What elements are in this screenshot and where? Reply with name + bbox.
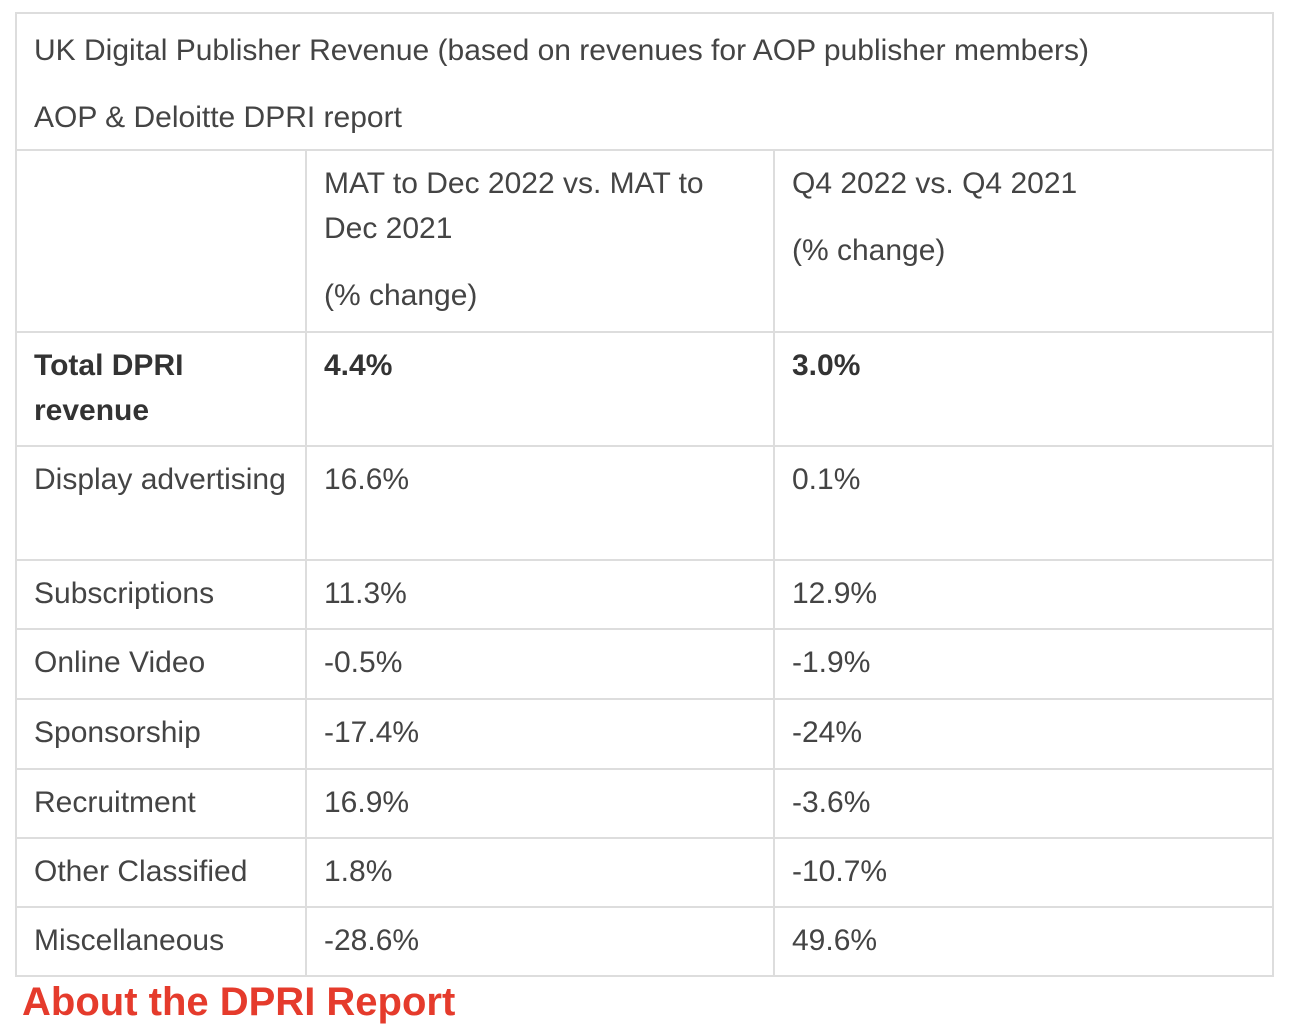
row-label: Display advertising bbox=[15, 445, 307, 561]
table-row: Miscellaneous -28.6% 49.6% bbox=[15, 906, 1275, 977]
row-q4-value: 12.9% bbox=[772, 559, 1275, 630]
row-mat-value: 4.4% bbox=[305, 331, 775, 447]
row-mat-value: 11.3% bbox=[305, 559, 775, 630]
table-source: AOP & Deloitte DPRI report bbox=[34, 101, 402, 134]
row-q4-value: -10.7% bbox=[772, 837, 1275, 908]
row-q4-value: 0.1% bbox=[772, 445, 1275, 561]
header-mat-label: MAT to Dec 2022 vs. MAT to Dec 2021 bbox=[324, 167, 704, 245]
header-mat-note: (% change) bbox=[324, 279, 478, 312]
about-dpri-heading-link[interactable]: About the DPRI Report bbox=[22, 980, 456, 1024]
table-title: UK Digital Publisher Revenue (based on r… bbox=[34, 34, 1089, 67]
table-row: Other Classified 1.8% -10.7% bbox=[15, 837, 1275, 908]
revenue-table-container: UK Digital Publisher Revenue (based on r… bbox=[14, 12, 1275, 977]
header-cell-mat: MAT to Dec 2022 vs. MAT to Dec 2021 (% c… bbox=[305, 149, 775, 333]
row-mat-value: 16.9% bbox=[305, 768, 775, 839]
header-empty-cell bbox=[15, 149, 307, 333]
row-q4-value: -24% bbox=[772, 698, 1275, 770]
row-mat-value: -28.6% bbox=[305, 906, 775, 977]
row-q4-value: -1.9% bbox=[772, 628, 1275, 700]
row-q4-value: 49.6% bbox=[772, 906, 1275, 977]
table-row: Sponsorship -17.4% -24% bbox=[15, 698, 1275, 770]
header-q4-note: (% change) bbox=[792, 234, 946, 267]
row-label: Other Classified bbox=[15, 837, 307, 908]
table-row: Online Video -0.5% -1.9% bbox=[15, 628, 1275, 700]
row-label: Sponsorship bbox=[15, 698, 307, 770]
row-mat-value: -0.5% bbox=[305, 628, 775, 700]
table-row: Subscriptions 11.3% 12.9% bbox=[15, 559, 1275, 630]
table-row: Total DPRI revenue 4.4% 3.0% bbox=[15, 331, 1275, 447]
row-mat-value: 1.8% bbox=[305, 837, 775, 908]
table-row: Recruitment 16.9% -3.6% bbox=[15, 768, 1275, 839]
header-q4-label: Q4 2022 vs. Q4 2021 bbox=[792, 167, 1078, 200]
row-q4-value: -3.6% bbox=[772, 768, 1275, 839]
caption-row: UK Digital Publisher Revenue (based on r… bbox=[14, 12, 1275, 151]
row-label: Total DPRI revenue bbox=[15, 331, 307, 447]
table-caption: UK Digital Publisher Revenue (based on r… bbox=[14, 12, 1275, 151]
row-label: Online Video bbox=[15, 628, 307, 700]
row-mat-value: 16.6% bbox=[305, 445, 775, 561]
row-label: Subscriptions bbox=[15, 559, 307, 630]
row-label: Miscellaneous bbox=[15, 906, 307, 977]
header-row: MAT to Dec 2022 vs. MAT to Dec 2021 (% c… bbox=[15, 149, 1275, 333]
row-q4-value: 3.0% bbox=[772, 331, 1275, 447]
row-label: Recruitment bbox=[15, 768, 307, 839]
revenue-table: UK Digital Publisher Revenue (based on r… bbox=[14, 12, 1275, 977]
table-row: Display advertising 16.6% 0.1% bbox=[15, 445, 1275, 561]
header-cell-q4: Q4 2022 vs. Q4 2021 (% change) bbox=[772, 149, 1275, 333]
row-mat-value: -17.4% bbox=[305, 698, 775, 770]
